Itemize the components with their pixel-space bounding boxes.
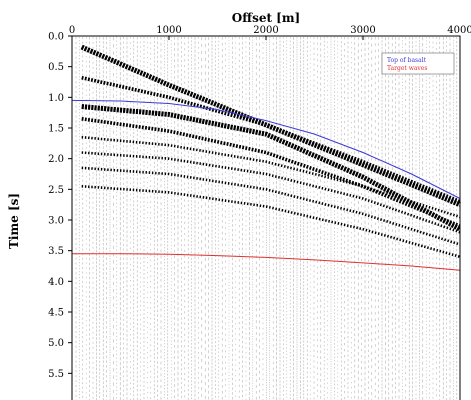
x-tick-label: 4000 [447, 25, 471, 36]
y-tick-label: 0.0 [48, 32, 64, 43]
reflection-event-7 [81, 166, 461, 246]
x-axis-title: Offset [m] [232, 11, 300, 25]
x-tick-label: 0 [69, 25, 75, 36]
y-tick-label: 3.0 [48, 216, 64, 227]
reflection-event-4 [81, 117, 461, 228]
y-tick-label: 2.0 [48, 154, 64, 165]
x-tick-label: 2000 [253, 25, 278, 36]
x-tick-label: 3000 [350, 25, 375, 36]
y-tick-label: 3.5 [48, 246, 64, 257]
y-tick-label: 1.5 [48, 124, 64, 135]
series-line-top-of-basalt [71, 99, 461, 199]
reflection-events [80, 44, 462, 259]
y-tick-label: 2.5 [48, 185, 64, 196]
y-tick-label: 1.0 [48, 93, 64, 104]
reflection-event-3 [81, 104, 462, 232]
x-tick-label: 1000 [156, 25, 181, 36]
legend-entry-top-of-basalt: Top of basalt [387, 57, 427, 64]
reflection-event-6 [81, 151, 461, 234]
series-lines [71, 99, 461, 271]
legend-box [381, 52, 455, 75]
wiggle-trace-background [75, 37, 458, 400]
y-axis-title: Time [s] [7, 193, 21, 249]
plot-frame [71, 35, 461, 400]
reflection-event-2 [81, 75, 461, 204]
y-tick-label: 5.0 [48, 338, 64, 349]
y-tick-label: 4.0 [48, 277, 64, 288]
legend-entry-target-waves: Target waves [387, 65, 427, 72]
reflection-event-8 [81, 185, 461, 259]
axis-ticks: 0 1000 2000 3000 4000 0.0 0.5 1.0 1.5 2.0 2.5 3.0 3.… [48, 25, 471, 400]
legend: Top of basalt Target waves [381, 52, 455, 75]
y-tick-label: 0.5 [48, 62, 64, 73]
y-tick-label: 4.5 [48, 308, 64, 319]
series-line-target-waves [72, 253, 461, 271]
y-tick-label: 5.5 [48, 369, 64, 380]
